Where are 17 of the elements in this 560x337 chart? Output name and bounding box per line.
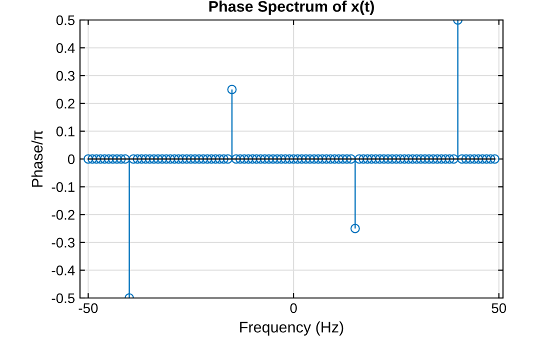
y-tick-label: -0.5 xyxy=(52,293,75,304)
y-tick-label: -0.4 xyxy=(52,266,75,276)
x-tick-label: 50 xyxy=(492,303,506,314)
y-axis-title: Phase/π xyxy=(31,130,43,187)
y-tick-label: -0.2 xyxy=(52,210,74,220)
y-tick-label: 0.5 xyxy=(56,15,75,26)
x-tick-label: 0 xyxy=(290,303,297,314)
chart-title: Phase Spectrum of x(t) xyxy=(209,0,374,15)
y-tick-label: 0.4 xyxy=(56,43,75,53)
x-tick-label: -50 xyxy=(78,303,98,314)
y-tick-label: 0.3 xyxy=(56,70,75,81)
y-tick-label: 0.1 xyxy=(56,126,74,136)
x-axis-title: Frequency (Hz) xyxy=(240,321,344,336)
y-tick-label: -0.1 xyxy=(52,182,74,192)
y-tick-label: 0.2 xyxy=(56,98,74,109)
y-tick-label: -0.3 xyxy=(52,238,75,248)
y-tick-label: 0 xyxy=(68,154,75,164)
